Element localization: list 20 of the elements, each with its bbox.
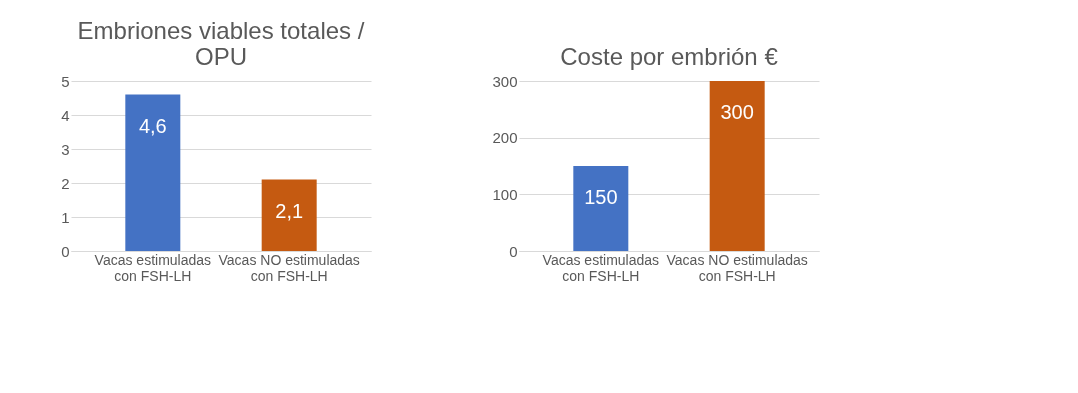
y-tick-label: 200	[492, 129, 518, 147]
chart-title: Coste por embrión €	[560, 43, 779, 70]
y-tick-label: 0	[61, 242, 70, 260]
x-tick-label: Vacas estimuladas con FSH-LH	[94, 251, 212, 284]
data-label: 300	[720, 101, 754, 123]
y-tick-label: 0	[509, 242, 518, 260]
x-tick-label: Vacas estimuladas con FSH-LH	[542, 251, 660, 284]
x-tick-label: Vacas NO estimuladas con FSH-LH	[666, 251, 808, 284]
data-label: 2,1	[275, 199, 304, 222]
y-tick-label: 3	[61, 140, 70, 158]
data-label: 150	[584, 186, 618, 208]
y-tick-label: 100	[492, 185, 518, 203]
data-label: 4,6	[138, 114, 167, 137]
x-tick-label: Vacas NO estimuladas con FSH-LH	[218, 251, 360, 284]
chart-title: Embriones viables totales / OPU	[77, 17, 365, 70]
y-tick-label: 5	[61, 72, 70, 90]
y-tick-label: 300	[492, 72, 518, 90]
y-tick-label: 2	[61, 174, 70, 192]
y-tick-label: 1	[61, 208, 70, 226]
y-tick-label: 4	[61, 106, 70, 124]
